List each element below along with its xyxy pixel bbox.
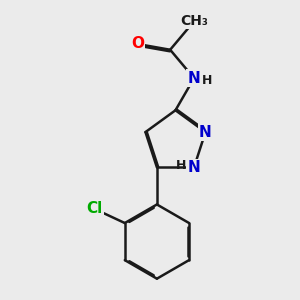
Text: O: O xyxy=(131,36,144,51)
Text: Cl: Cl xyxy=(86,201,103,216)
Text: N: N xyxy=(188,71,200,86)
Text: N: N xyxy=(199,124,212,140)
Text: H: H xyxy=(202,74,212,86)
Text: H: H xyxy=(176,159,186,172)
Text: N: N xyxy=(188,160,200,175)
Text: CH₃: CH₃ xyxy=(180,14,208,28)
